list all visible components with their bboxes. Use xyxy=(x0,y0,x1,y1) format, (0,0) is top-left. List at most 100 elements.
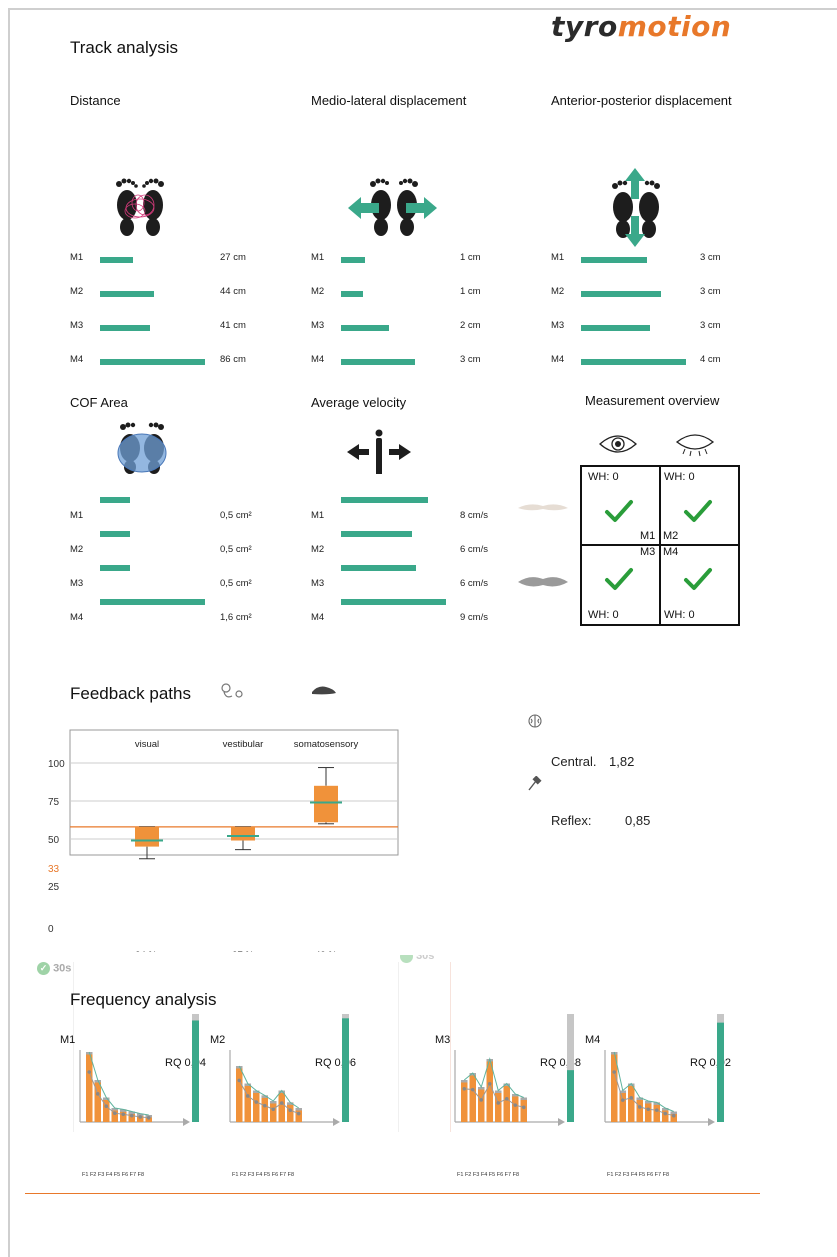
frequency-bar xyxy=(495,1090,502,1122)
ap-row-value: 3 cm xyxy=(700,252,721,263)
ap-row-value: 3 cm xyxy=(700,320,721,331)
cof-bar xyxy=(100,497,130,503)
frequency-bar xyxy=(628,1083,635,1122)
fit-point xyxy=(513,1103,518,1107)
ap-row-value: 3 cm xyxy=(700,286,721,297)
distance-row-label: M1 xyxy=(70,252,84,263)
frequency-bar-cap xyxy=(469,1073,476,1076)
fit-point xyxy=(279,1101,284,1105)
overview-label-m4: M4 xyxy=(663,546,679,558)
frequency-bar xyxy=(461,1080,468,1122)
distance-row-label: M3 xyxy=(70,320,84,331)
ml-row-value: 3 cm xyxy=(460,354,481,365)
frequency-bar xyxy=(270,1101,277,1122)
overview-wh-m1: WH: 0 xyxy=(588,471,619,483)
category-label: vestibular xyxy=(223,739,264,750)
ml-bar xyxy=(341,257,365,263)
vel-row-value: 8 cm/s xyxy=(460,510,488,521)
frequency-bar xyxy=(520,1097,527,1122)
vestibular-icon xyxy=(221,683,243,698)
frequency-bar-cap xyxy=(261,1095,268,1098)
cof-bar xyxy=(100,531,130,537)
box xyxy=(135,826,159,847)
brand-logo: tyromotion xyxy=(551,10,732,43)
frequency-bar-cap xyxy=(120,1109,127,1112)
trend-line xyxy=(613,1051,674,1112)
distance-row-value: 86 cm xyxy=(220,354,246,365)
y-tick-label: 75 xyxy=(48,797,60,808)
distance-row-value: 27 cm xyxy=(220,252,246,263)
cof-bar xyxy=(100,565,130,571)
rq-gauge-fill xyxy=(717,1022,724,1122)
fit-point xyxy=(87,1070,92,1074)
fit-point xyxy=(671,1113,676,1118)
fit-point xyxy=(654,1108,659,1112)
fit-point xyxy=(245,1094,250,1098)
rq-label: RQ 0,96 xyxy=(315,1057,356,1069)
box xyxy=(231,826,255,841)
ap-row-label: M1 xyxy=(551,252,565,263)
ml-row-value: 1 cm xyxy=(460,286,481,297)
divider xyxy=(450,962,451,1132)
frequency-bar xyxy=(86,1052,93,1122)
fit-point xyxy=(629,1096,634,1100)
frequency-bar xyxy=(478,1087,485,1122)
rq-label: RQ 0,94 xyxy=(165,1057,206,1069)
rq-gauge-fill xyxy=(192,1020,199,1122)
frequency-bar xyxy=(261,1095,268,1122)
distance-bar xyxy=(100,257,133,263)
panel-label: M2 xyxy=(210,1034,225,1046)
feedback-box-chart: 100 75 50 25 0 33 visual 24 % vestibular 27 % soma… xyxy=(48,729,399,952)
ml-bar xyxy=(341,359,415,365)
fit-point xyxy=(620,1098,625,1102)
vel-row-value: 9 cm/s xyxy=(460,612,488,623)
distance-bar xyxy=(100,359,205,365)
fit-point xyxy=(470,1087,475,1092)
brain-icon xyxy=(528,714,542,728)
feet-ap-icon xyxy=(612,168,660,247)
check-icon xyxy=(605,500,633,522)
cof-row-label: M4 xyxy=(70,612,84,623)
fit-point xyxy=(521,1105,526,1110)
ml-row-label: M4 xyxy=(311,354,325,365)
overview-label-m1: M1 xyxy=(640,530,656,542)
fit-point xyxy=(95,1092,100,1096)
cof-row-value: 1,6 cm² xyxy=(220,612,252,623)
frequency-axis-label: F1 F2 F3 F4 F5 F6 F7 F8 xyxy=(232,1172,294,1178)
vel-bar xyxy=(341,599,446,605)
fit-point xyxy=(637,1105,642,1109)
panel-label: M1 xyxy=(60,1034,75,1046)
ap-bar xyxy=(581,359,686,365)
category-label: visual xyxy=(135,739,159,750)
y-tick-label: 50 xyxy=(48,835,60,846)
ml-row-value: 2 cm xyxy=(460,320,481,331)
ap-title: Anterior-posterior displacement xyxy=(551,93,732,108)
vel-bar xyxy=(341,531,412,537)
fit-point xyxy=(462,1087,467,1091)
frequency-bar-cap xyxy=(103,1097,110,1100)
reflex-label: Reflex: xyxy=(551,813,592,828)
frequency-bar xyxy=(636,1097,643,1122)
vel-row-value: 6 cm/s xyxy=(460,544,488,555)
vel-bar xyxy=(341,565,416,571)
cof-row-label: M2 xyxy=(70,544,84,555)
axis-arrow xyxy=(708,1118,715,1126)
rq-gauge-track xyxy=(567,1014,574,1122)
distance-row-label: M4 xyxy=(70,354,84,365)
frequency-bar-cap xyxy=(295,1108,302,1111)
ap-row-label: M2 xyxy=(551,286,565,297)
fit-point xyxy=(237,1078,242,1083)
ml-row-value: 1 cm xyxy=(460,252,481,263)
overview-wh-m2: WH: 0 xyxy=(664,471,695,483)
vel-row-label: M4 xyxy=(311,612,325,623)
frequency-bar-cap xyxy=(253,1090,260,1093)
velocity-person-icon xyxy=(347,429,411,474)
cof-row-value: 0,5 cm² xyxy=(220,544,252,555)
frequency-bar-cap xyxy=(645,1101,652,1104)
ml-bar xyxy=(341,291,363,297)
page-title: Track analysis xyxy=(70,38,179,57)
frequency-bar-cap xyxy=(111,1108,118,1111)
overview-cell-m4[interactable] xyxy=(659,544,740,626)
ml-bar xyxy=(341,325,389,331)
distance-row-value: 41 cm xyxy=(220,320,246,331)
